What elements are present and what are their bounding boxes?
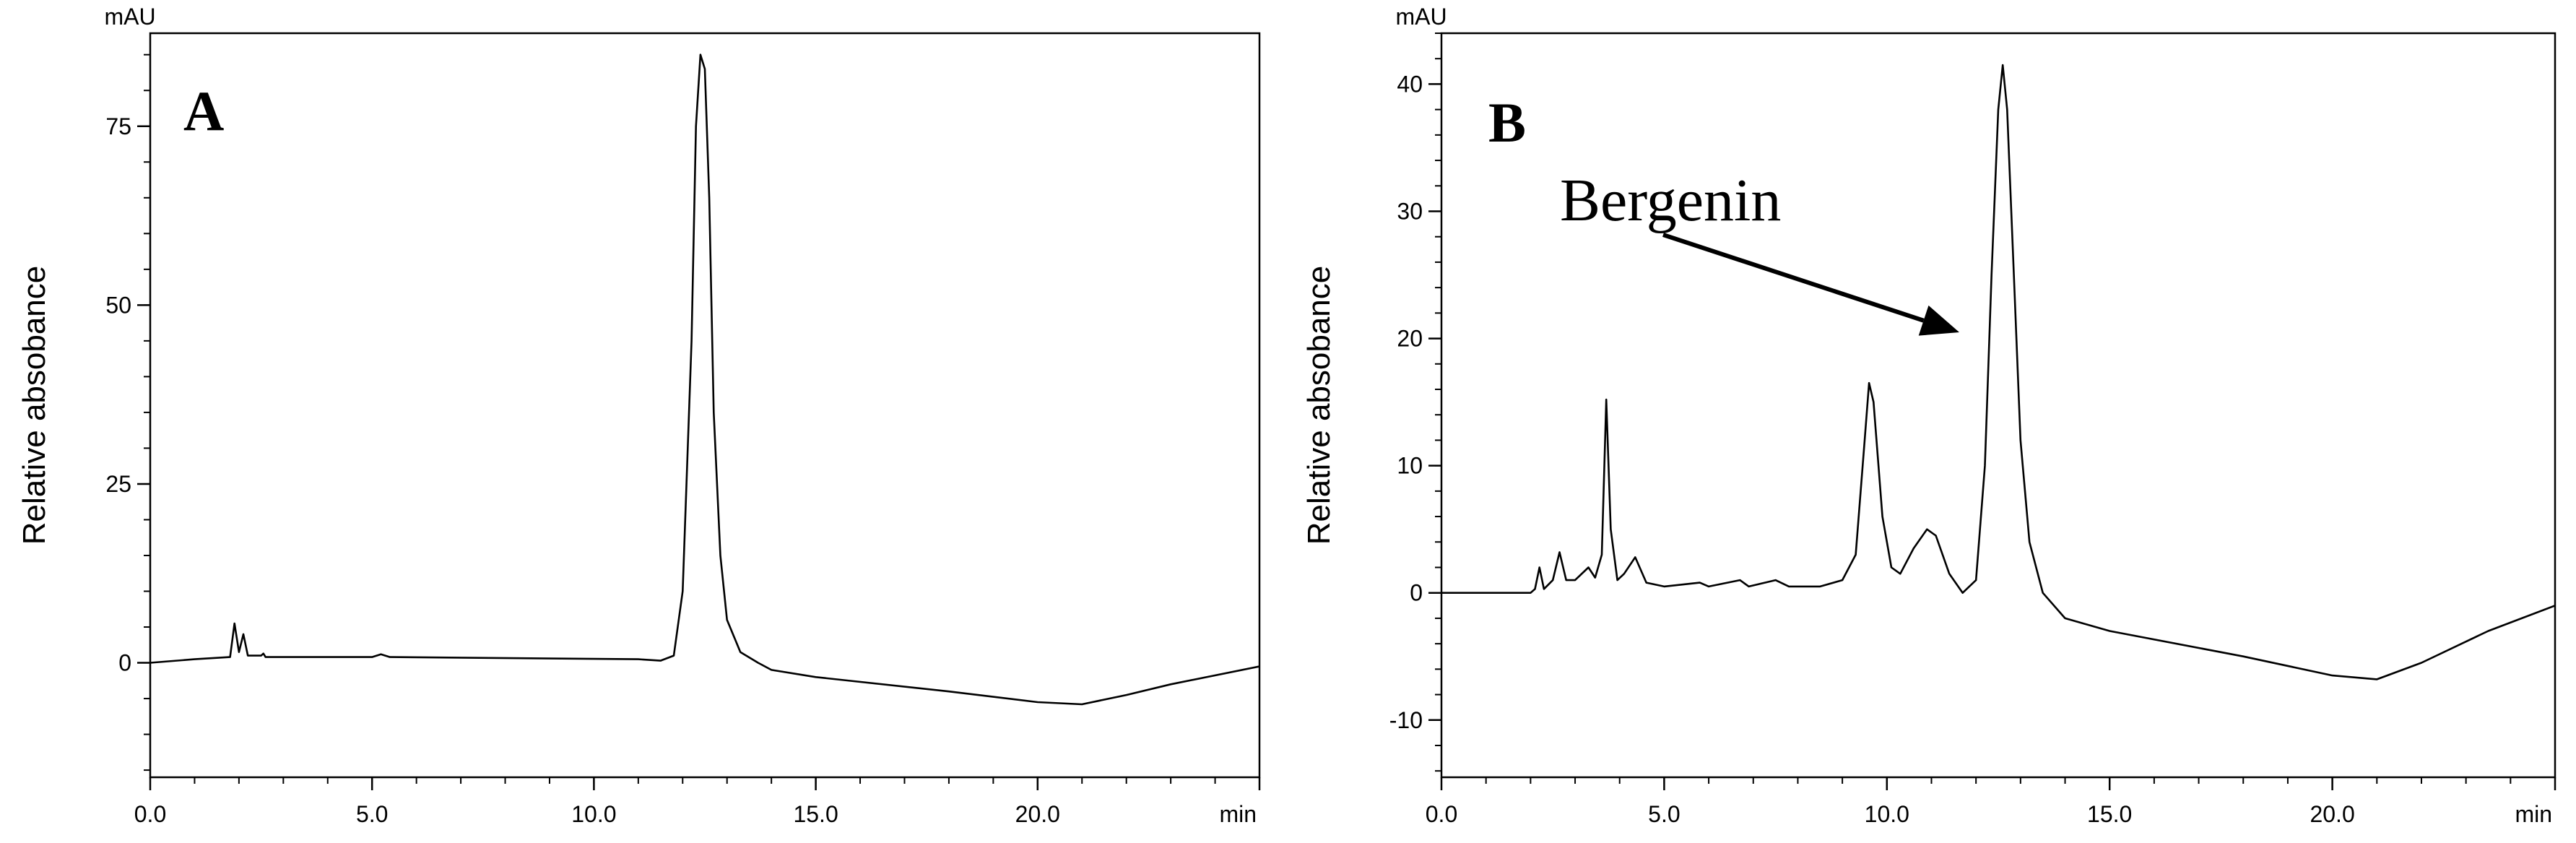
plot-frame [1440,32,2557,779]
annotation-arrow-shaft [1662,233,1925,323]
plot-frame [149,32,1261,779]
y-tick-label: 30 [1397,198,1423,224]
y-tick-label: 10 [1397,453,1423,479]
x-tick-label: 10.0 [1865,801,1909,827]
x-tick-label: 5.0 [1648,801,1680,827]
y-tick-label: -10 [1389,707,1423,733]
x-tick-label: 0.0 [1426,801,1457,827]
bergenin-annotation: Bergenin [1560,167,1781,234]
x-unit-label: min [2515,801,2552,827]
y-tick-label: 75 [105,113,131,139]
x-tick-label: 20.0 [1015,801,1060,827]
panel-letter: A [183,79,224,142]
chromatogram-panel-b: mAU min -10 0 10 20 30 40 0.0 5.0 10.0 15.0 20.0 Rela… [1301,4,2557,827]
y-unit-label: mAU [104,4,155,30]
x-tick-label: 15.0 [2087,801,2132,827]
annotation-arrow-head [1918,305,1959,336]
panel-letter: B [1488,91,1526,154]
y-tick-label: 25 [105,471,131,497]
y-tick-label: 0 [118,650,131,676]
y-tick-label: 50 [105,292,131,318]
series-line [1441,64,2555,680]
y-tick-label: 20 [1397,326,1423,352]
y-tick-label: 0 [1410,580,1423,606]
x-unit-label: min [1219,801,1257,827]
series-line [150,53,1259,706]
chromatogram-panel-a: mAU min 0 25 50 75 0.0 5.0 10.0 15.0 20.0 Relative … [17,4,1261,827]
x-tick-label: 10.0 [571,801,616,827]
x-tick-label: 20.0 [2310,801,2354,827]
x-tick-label: 15.0 [793,801,838,827]
y-unit-label: mAU [1395,4,1447,30]
x-tick-label: 0.0 [134,801,166,827]
y-axis-label: Relative absobance [17,266,52,545]
y-tick-label: 40 [1397,71,1423,97]
x-tick-label: 5.0 [356,801,388,827]
y-axis-label: Relative absobance [1301,266,1337,545]
